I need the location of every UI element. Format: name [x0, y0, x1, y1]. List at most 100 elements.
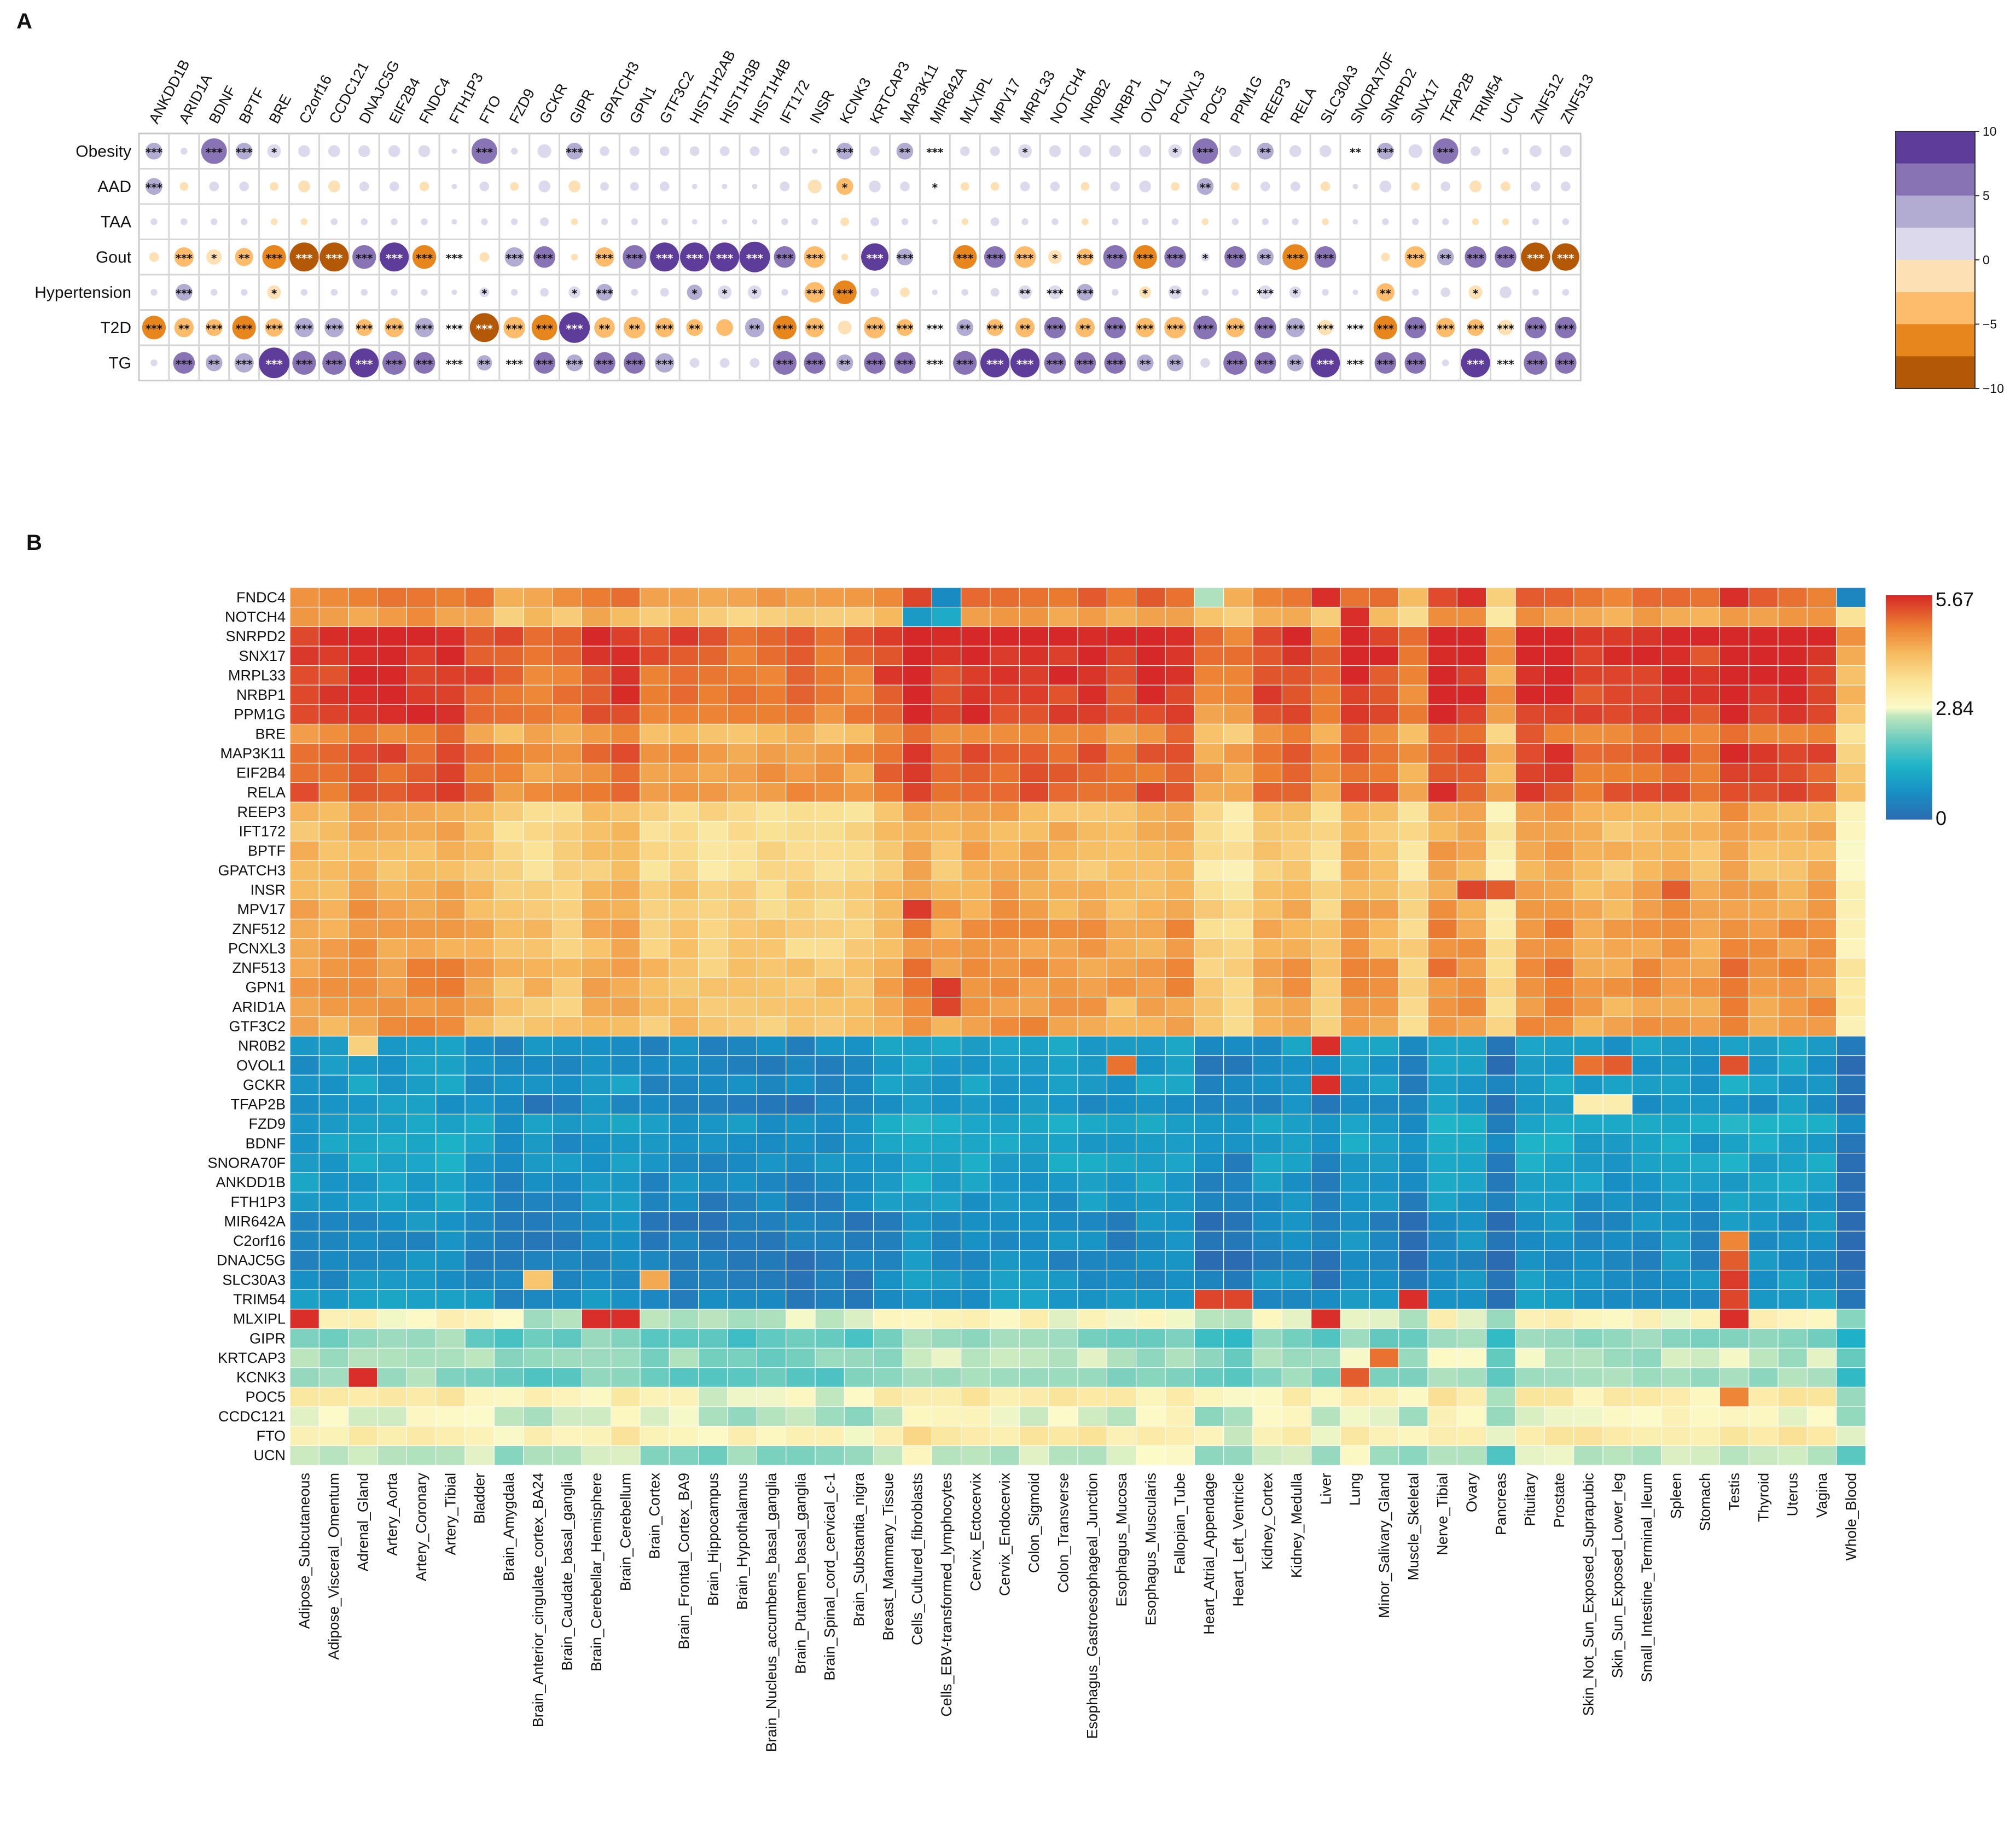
- heatmap-cell: [1573, 1445, 1603, 1466]
- heatmap-cell: [523, 880, 553, 901]
- significance-label: ***: [926, 357, 944, 370]
- heatmap-cell: [1427, 1367, 1458, 1388]
- heatmap-cell: [873, 626, 903, 647]
- heatmap-cell: [552, 1269, 583, 1291]
- heatmap-cell: [1806, 1309, 1837, 1329]
- significance-label: ***: [656, 357, 673, 370]
- heatmap-cell: [1515, 802, 1546, 822]
- heatmap-cell: [1631, 1406, 1662, 1427]
- heatmap-cell: [961, 646, 991, 666]
- heatmap-cell: [1456, 860, 1487, 881]
- significance-label: ***: [386, 252, 403, 265]
- bubble-mark: [1521, 242, 1550, 272]
- heatmap-cell: [698, 860, 728, 881]
- heatmap-cell: [931, 1211, 962, 1232]
- heatmap-cell: [1573, 1036, 1603, 1056]
- heatmap-cell: [1223, 996, 1253, 1018]
- heatmap-cell: [902, 1153, 933, 1174]
- heatmap-cell: [1398, 1386, 1428, 1407]
- heatmap-cell: [435, 1113, 466, 1134]
- heatmap-cell: [1427, 1348, 1458, 1368]
- heatmap-cell: [581, 646, 612, 666]
- heatmap-cell: [1311, 899, 1341, 920]
- heatmap-cell: [611, 1406, 641, 1427]
- heatmap-cell: [1252, 607, 1283, 628]
- significance-label: ***: [1347, 357, 1364, 370]
- heatmap-cell: [377, 957, 408, 978]
- heatmap-cell: [1573, 1192, 1603, 1212]
- heatmap-cell: [1806, 1406, 1837, 1427]
- heatmap-cell: [1223, 1172, 1253, 1193]
- bubble-mark: [1376, 283, 1395, 301]
- bubble-mark: [752, 219, 758, 225]
- heatmap-cell: [1631, 1445, 1662, 1466]
- heatmap-cell: [523, 1153, 553, 1174]
- heatmap-cell: [669, 723, 699, 745]
- heatmap-cell: [1077, 1230, 1108, 1251]
- significance-label: ***: [806, 287, 824, 300]
- heatmap-cell: [1544, 626, 1575, 647]
- heatmap-cell: [318, 607, 349, 628]
- heatmap-cell: [1340, 1445, 1370, 1466]
- heatmap-cell: [873, 1348, 903, 1368]
- heatmap-cell: [1777, 1230, 1808, 1251]
- heatmap-cell: [377, 1075, 408, 1095]
- heatmap-cell: [698, 821, 728, 842]
- significance-label: ***: [1557, 322, 1575, 335]
- heatmap-cell: [1777, 957, 1808, 978]
- significance-label: ***: [1016, 252, 1034, 265]
- heatmap-cell: [1836, 665, 1866, 686]
- heatmap-tissue-label: Adipose_Subcutaneous: [297, 1473, 313, 1629]
- heatmap-cell: [1106, 840, 1137, 861]
- heatmap-cell: [1340, 899, 1370, 920]
- heatmap-cell: [1836, 1055, 1866, 1076]
- bubble-mark: [1467, 319, 1484, 336]
- heatmap-cell: [1806, 1094, 1837, 1115]
- heatmap-cell: [1369, 723, 1399, 745]
- heatmap-cell: [1340, 1367, 1370, 1388]
- heatmap-cell: [1281, 743, 1312, 764]
- heatmap-cell: [1836, 1192, 1866, 1212]
- heatmap-cell: [698, 1386, 728, 1407]
- heatmap-cell: [1573, 1172, 1603, 1193]
- heatmap-cell: [1690, 626, 1721, 647]
- significance-label: ***: [686, 252, 704, 265]
- heatmap-cell: [902, 957, 933, 978]
- heatmap-cell: [1836, 1406, 1866, 1427]
- heatmap-cell: [1252, 899, 1283, 920]
- heatmap-cell: [1340, 1075, 1370, 1095]
- heatmap-cell: [756, 860, 787, 881]
- heatmap-cell: [1544, 1094, 1575, 1115]
- heatmap-cell: [611, 1094, 641, 1115]
- bubble-mark: [718, 285, 732, 299]
- heatmap-cell: [1777, 1426, 1808, 1447]
- heatmap-cell: [611, 1075, 641, 1095]
- heatmap-cell: [669, 899, 699, 920]
- heatmap-cell: [1340, 1406, 1370, 1427]
- bubble-mark: [986, 319, 1003, 336]
- heatmap-cell: [1019, 840, 1049, 861]
- bubble-mark: [1287, 354, 1304, 371]
- heatmap-cell: [1544, 821, 1575, 842]
- heatmap-cell: [990, 1211, 1020, 1232]
- heatmap-cell: [1252, 1094, 1283, 1115]
- heatmap-cell: [1048, 1192, 1078, 1212]
- heatmap-cell: [435, 704, 466, 725]
- heatmap-tissue-label: Brain_Cerebellar_Hemisphere: [588, 1473, 605, 1671]
- heatmap-cell: [1077, 1055, 1108, 1076]
- heatmap-cell: [289, 1133, 320, 1154]
- heatmap-cell: [1019, 1445, 1049, 1466]
- heatmap-cell: [931, 665, 962, 686]
- heatmap-cell: [1106, 684, 1137, 705]
- heatmap-cell: [464, 646, 495, 666]
- legend-tick-label: 5: [1983, 189, 1990, 203]
- heatmap-cell: [1719, 1445, 1750, 1466]
- heatmap-cell: [348, 704, 378, 725]
- heatmap-cell: [1690, 1309, 1721, 1329]
- heatmap-cell: [406, 1153, 437, 1174]
- heatmap-gene-label: C2orf16: [233, 1233, 286, 1249]
- heatmap-cell: [1340, 802, 1370, 822]
- heatmap-cell: [493, 587, 524, 608]
- heatmap-cell: [348, 899, 378, 920]
- heatmap-cell: [1398, 723, 1428, 745]
